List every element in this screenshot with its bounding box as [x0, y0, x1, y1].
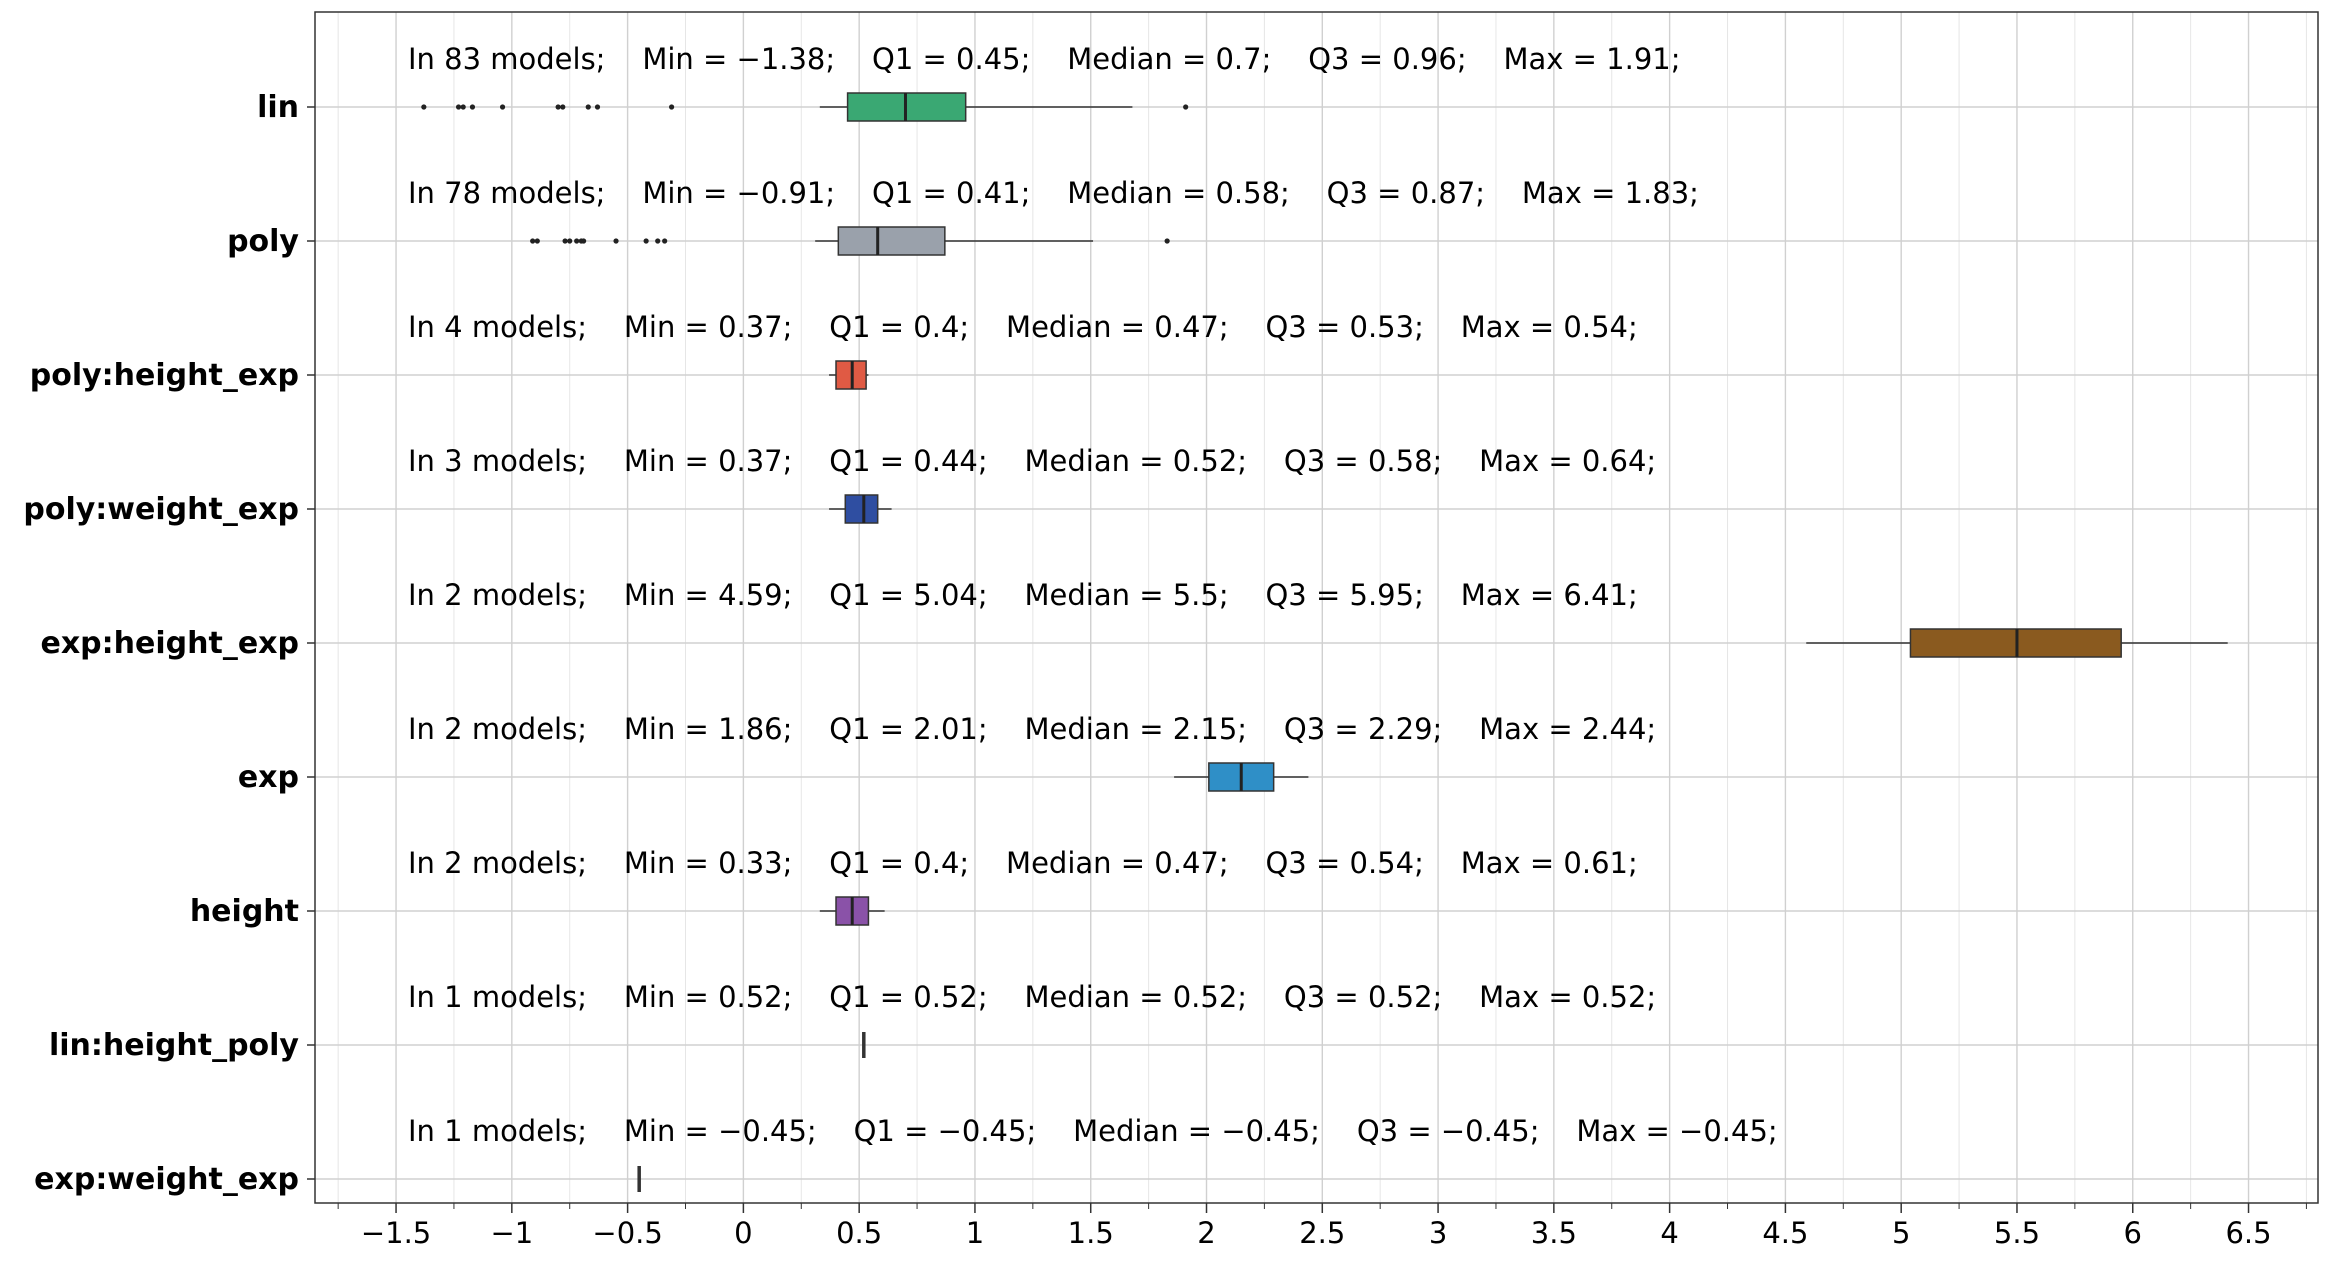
outlier-point: [562, 238, 568, 244]
outlier-point: [560, 104, 566, 110]
iqr-box: [844, 494, 879, 524]
box-group-poly-height-exp: [829, 360, 869, 390]
stats-annotation: In 4 models; Min = 0.37; Q1 = 0.4; Media…: [408, 310, 1638, 344]
x-tick-label: 1.5: [1068, 1216, 1114, 1250]
category-label: poly:height_exp: [30, 358, 299, 393]
outlier-point: [574, 238, 580, 244]
x-tick-label: 0: [734, 1216, 752, 1250]
outlier-point: [655, 238, 661, 244]
x-tick-label: 5.5: [1994, 1216, 2040, 1250]
outlier-point: [455, 104, 462, 110]
outlier-point: [585, 104, 591, 110]
y-axis-categories: lin poly poly:height_exp poly:weight_expexp…: [23, 90, 299, 1197]
x-tick-label: 2.5: [1299, 1216, 1345, 1250]
outlier-point: [469, 104, 476, 110]
stats-annotation: In 1 models; Min = 0.52; Q1 = 0.52; Medi…: [408, 980, 1656, 1014]
box-group-exp-height-exp: [1806, 628, 2228, 658]
outlier-point: [613, 238, 619, 244]
x-tick-label: 1: [966, 1216, 984, 1250]
outlier-point: [594, 104, 601, 110]
outlier-point: [669, 104, 675, 110]
stats-annotation: In 1 models; Min = −0.45; Q1 = −0.45; Me…: [408, 1114, 1778, 1148]
outlier-point: [534, 238, 540, 244]
outlier-point: [567, 238, 573, 244]
outlier-point: [460, 104, 466, 110]
x-tick-label: 6: [2124, 1216, 2142, 1250]
x-tick-label: 2: [1197, 1216, 1215, 1250]
outlier-point: [1183, 104, 1189, 110]
box-group-poly-weight-exp: [829, 494, 892, 524]
outlier-point: [643, 238, 649, 244]
x-tick-label: 3.5: [1531, 1216, 1577, 1250]
category-label: exp:height_exp: [40, 626, 299, 661]
grid-layer: [315, 12, 2318, 1203]
box-group-poly: [530, 226, 1170, 256]
stats-annotation: In 83 models; Min = −1.38; Q1 = 0.45; Me…: [408, 42, 1681, 76]
plot-frame: [314, 11, 2319, 1204]
outlier-point: [555, 104, 561, 110]
outlier-point: [581, 238, 587, 244]
category-label: poly: [227, 224, 299, 259]
category-label: exp:weight_exp: [34, 1162, 299, 1197]
box-group-height: [819, 896, 885, 926]
iqr-box: [837, 226, 946, 256]
category-label: poly:weight_exp: [23, 492, 299, 527]
x-tick-label: 6.5: [2225, 1216, 2271, 1250]
x-tick-label: 3: [1429, 1216, 1447, 1250]
outlier-point: [1164, 238, 1170, 244]
box-group-lin: [421, 92, 1189, 122]
x-tick-label: −1: [490, 1216, 533, 1250]
x-axis: −1.5 −1 −0.5 0 0.5 1 1.5 2 2.5 3 3.5 4 4.5 5 5.5 6 6.5: [307, 106, 2307, 1250]
x-tick-label: −0.5: [592, 1216, 662, 1250]
stats-annotation: In 2 models; Min = 1.86; Q1 = 2.01; Medi…: [408, 712, 1656, 746]
stats-annotation: In 3 models; Min = 0.37; Q1 = 0.44; Medi…: [408, 444, 1656, 478]
outlier-point: [530, 238, 536, 244]
category-label: lin: [257, 90, 299, 125]
box-group-exp: [1174, 762, 1309, 792]
x-tick-label: −1.5: [361, 1216, 431, 1250]
outlier-point: [421, 104, 427, 110]
category-label: height: [190, 894, 299, 929]
stats-annotation: In 2 models; Min = 4.59; Q1 = 5.04; Medi…: [408, 578, 1638, 612]
category-label: exp: [238, 760, 299, 795]
stats-annotation: In 78 models; Min = −0.91; Q1 = 0.41; Me…: [408, 176, 1699, 210]
outlier-point: [662, 238, 668, 244]
category-label: lin:height_poly: [49, 1028, 299, 1063]
annotation-layer: In 83 models; Min = −1.38; Q1 = 0.45; Me…: [408, 42, 1778, 1148]
outlier-point: [499, 104, 506, 110]
x-tick-label: 4.5: [1762, 1216, 1808, 1250]
x-tick-label: 4: [1660, 1216, 1678, 1250]
box-layer: [421, 92, 2228, 1192]
x-tick-label: 5: [1892, 1216, 1910, 1250]
x-tick-label: 0.5: [836, 1216, 882, 1250]
stats-annotation: In 2 models; Min = 0.33; Q1 = 0.4; Media…: [408, 846, 1638, 880]
